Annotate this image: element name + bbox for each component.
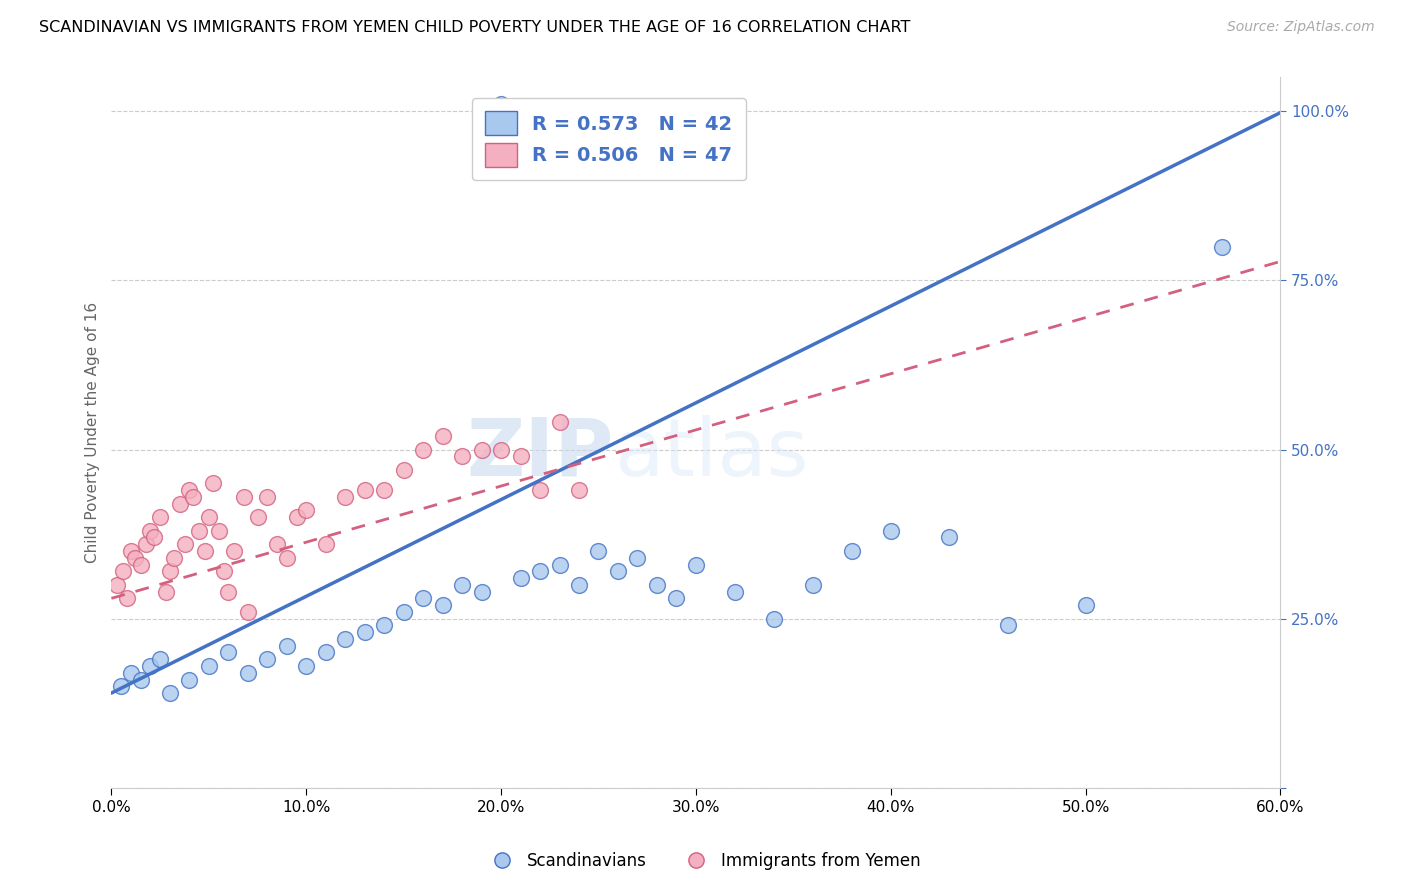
Point [335,490,357,504]
Point [276,639,298,653]
Point [489,442,512,457]
Point [236,605,259,619]
Point [548,558,571,572]
Text: Source: ZipAtlas.com: Source: ZipAtlas.com [1227,20,1375,34]
Point [529,564,551,578]
Point [124,550,146,565]
Point [295,503,318,517]
Point [149,510,172,524]
Point [139,659,162,673]
Point [159,686,181,700]
Point [841,544,863,558]
Point [412,442,434,457]
Point [607,564,630,578]
Point [432,598,454,612]
Legend: R = 0.573   N = 42, R = 0.506   N = 47: R = 0.573 N = 42, R = 0.506 N = 47 [472,98,745,180]
Point [880,524,903,538]
Point [105,578,128,592]
Point [149,652,172,666]
Point [568,483,591,497]
Point [373,483,395,497]
Point [181,490,204,504]
Legend: Scandinavians, Immigrants from Yemen: Scandinavians, Immigrants from Yemen [478,846,928,877]
Point [179,673,201,687]
Point [143,531,166,545]
Point [392,605,415,619]
Point [509,571,531,585]
Point [645,578,668,592]
Point [135,537,157,551]
Point [169,497,191,511]
Point [548,416,571,430]
Point [236,665,259,680]
Text: ZIP: ZIP [467,415,614,493]
Point [174,537,197,551]
Point [432,429,454,443]
Point [412,591,434,606]
Point [217,645,239,659]
Point [129,558,152,572]
Point [392,463,415,477]
Point [179,483,201,497]
Point [685,558,707,572]
Point [129,673,152,687]
Y-axis label: Child Poverty Under the Age of 16: Child Poverty Under the Age of 16 [86,302,100,563]
Point [285,510,308,524]
Point [217,584,239,599]
Text: atlas: atlas [614,415,808,493]
Point [353,625,375,640]
Point [451,578,474,592]
Point [110,679,132,693]
Point [201,476,224,491]
Point [120,544,142,558]
Point [489,97,512,112]
Point [246,510,269,524]
Point [315,645,337,659]
Point [207,524,229,538]
Point [256,490,278,504]
Point [471,442,494,457]
Point [266,537,288,551]
Point [276,550,298,565]
Point [1211,239,1233,253]
Point [155,584,177,599]
Point [471,584,494,599]
Point [373,618,395,632]
Point [159,564,181,578]
Point [997,618,1019,632]
Point [353,483,375,497]
Point [256,652,278,666]
Point [315,537,337,551]
Point [112,564,135,578]
Point [762,612,785,626]
Point [509,450,531,464]
Point [198,510,221,524]
Point [665,591,688,606]
Point [214,564,236,578]
Point [198,659,221,673]
Point [801,578,824,592]
Point [451,450,474,464]
Point [188,524,211,538]
Point [724,584,747,599]
Point [529,483,551,497]
Point [1074,598,1097,612]
Point [295,659,318,673]
Point [626,550,648,565]
Point [139,524,162,538]
Point [588,544,610,558]
Point [568,578,591,592]
Point [232,490,254,504]
Point [194,544,217,558]
Point [224,544,246,558]
Point [335,632,357,646]
Point [115,591,138,606]
Point [163,550,186,565]
Point [120,665,142,680]
Text: SCANDINAVIAN VS IMMIGRANTS FROM YEMEN CHILD POVERTY UNDER THE AGE OF 16 CORRELAT: SCANDINAVIAN VS IMMIGRANTS FROM YEMEN CH… [39,20,911,35]
Point [938,531,960,545]
